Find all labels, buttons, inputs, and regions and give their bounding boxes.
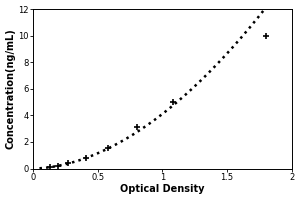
Y-axis label: Concentration(ng/mL): Concentration(ng/mL) bbox=[6, 28, 16, 149]
X-axis label: Optical Density: Optical Density bbox=[120, 184, 205, 194]
